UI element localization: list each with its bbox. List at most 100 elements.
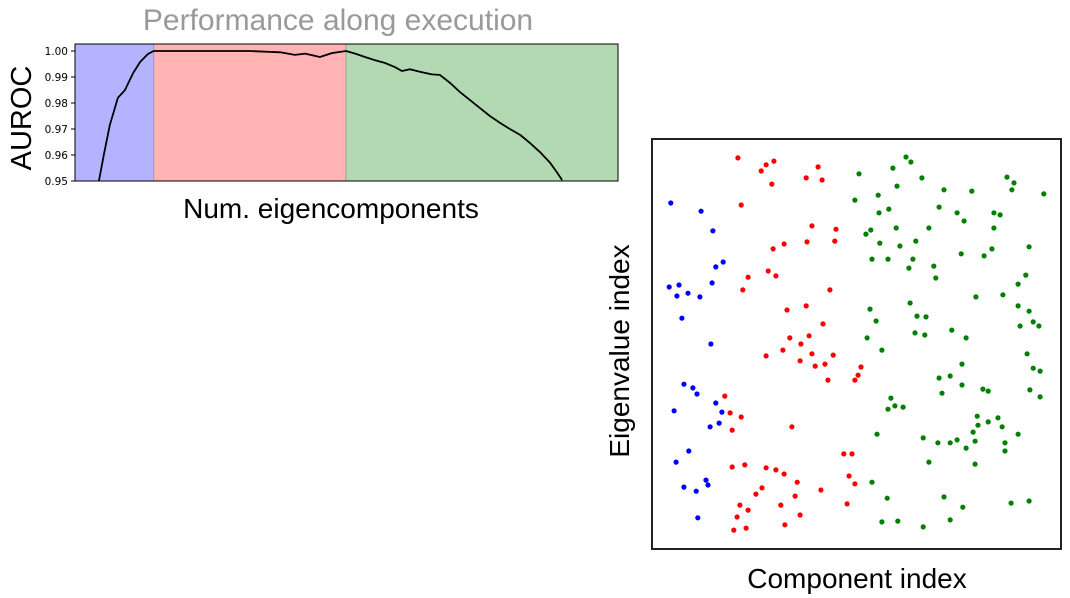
scatter-point-series-2 (781, 471, 787, 477)
scatter-point-series-1 (690, 385, 696, 391)
scatter-point-series-3 (954, 210, 960, 216)
scatter-point-series-3 (893, 225, 899, 231)
scatter-point-series-3 (963, 445, 969, 451)
scatter-point-series-3 (1009, 187, 1015, 193)
scatter-point-series-3 (879, 519, 885, 525)
scatter-point-series-3 (900, 404, 906, 410)
y-axis-label: Eigenvalue index (604, 244, 635, 457)
eigen-scatter-chart: Eigenvalue index Component index (604, 138, 1062, 594)
scatter-point-series-2 (809, 223, 815, 229)
x-axis-label: Num. eigencomponents (183, 193, 479, 224)
scatter-point-series-2 (763, 162, 769, 168)
scatter-point-series-3 (873, 318, 879, 324)
ytick-label: 0.96 (45, 150, 69, 162)
scatter-point-series-2 (763, 353, 769, 359)
scatter-point-series-2 (825, 377, 831, 383)
scatter-point-series-3 (980, 386, 986, 392)
scatter-point-series-1 (703, 477, 709, 483)
ytick-label: 0.98 (45, 98, 68, 110)
scatter-point-series-2 (804, 239, 810, 245)
scatter-point-series-2 (784, 307, 790, 313)
scatter-point-series-3 (959, 361, 965, 367)
scatter-point-series-3 (906, 265, 912, 271)
scatter-point-series-3 (1030, 319, 1036, 325)
scatter-point-series-2 (789, 424, 795, 430)
scatter-point-series-2 (729, 427, 735, 433)
scatter-point-series-2 (818, 487, 824, 493)
scatter-point-series-3 (856, 171, 862, 177)
scatter-point-series-1 (719, 409, 725, 415)
scatter-point-series-2 (763, 465, 769, 471)
scatter-point-series-2 (780, 347, 786, 353)
scatter-point-series-3 (912, 330, 918, 336)
scatter-point-series-3 (931, 263, 937, 269)
scatter-point-series-2 (852, 377, 858, 383)
scatter-point-series-3 (875, 192, 881, 198)
scatter-point-series-1 (707, 424, 713, 430)
scatter-point-series-3 (1023, 272, 1029, 278)
scatter-point-series-3 (922, 332, 928, 338)
shaded-region (345, 44, 618, 181)
scatter-point-series-3 (907, 300, 913, 306)
scatter-point-series-3 (949, 327, 955, 333)
scatter-point-series-2 (722, 393, 728, 399)
scatter-point-series-2 (803, 303, 809, 309)
y-axis-label: AUROC (6, 66, 38, 171)
scatter-point-series-2 (742, 462, 748, 468)
scatter-point-series-3 (975, 422, 981, 428)
scatter-point-series-2 (844, 501, 850, 507)
scatter-point-series-3 (1026, 308, 1032, 314)
scatter-point-series-1 (709, 280, 715, 286)
scatter-point-series-2 (858, 364, 864, 370)
scatter-point-series-2 (781, 241, 787, 247)
shaded-region (153, 44, 346, 181)
scatter-point-series-3 (999, 424, 1005, 430)
scatter-point-series-3 (897, 243, 903, 249)
scatter-point-series-3 (876, 210, 882, 216)
scatter-point-series-2 (758, 168, 764, 174)
scatter-point-series-2 (727, 410, 733, 416)
scatter-point-series-1 (671, 408, 677, 414)
scatter-point-series-3 (885, 256, 891, 262)
scatter-point-series-3 (1008, 500, 1014, 506)
scatter-point-series-2 (765, 268, 771, 274)
scatter-point-series-3 (972, 461, 978, 467)
plot-frame (74, 43, 619, 182)
scatter-point-series-2 (822, 361, 828, 367)
scatter-point-series-2 (832, 238, 838, 244)
scatter-point-series-2 (753, 491, 759, 497)
scatter-point-series-3 (913, 238, 919, 244)
scatter-point-series-3 (991, 210, 997, 216)
scatter-point-series-2 (852, 481, 858, 487)
scatter-point-series-3 (885, 406, 891, 412)
scatter-point-series-2 (745, 507, 751, 513)
scatter-point-series-3 (1004, 174, 1010, 180)
scatter-point-series-3 (920, 435, 926, 441)
scatter-point-series-2 (833, 226, 839, 232)
scatter-point-series-3 (985, 388, 991, 394)
scatter-point-series-3 (879, 347, 885, 353)
scatter-point-series-2 (830, 352, 836, 358)
scatter-point-series-2 (773, 273, 779, 279)
scatter-point-series-3 (1015, 431, 1021, 437)
scatter-point-series-3 (941, 187, 947, 193)
scatter-point-series-1 (695, 515, 701, 521)
shaded-regions (75, 44, 618, 181)
scatter-point-series-3 (1026, 498, 1032, 504)
scatter-point-series-3 (973, 294, 979, 300)
scatter-point-series-3 (910, 256, 916, 262)
scatter-point-series-1 (681, 381, 687, 387)
scatter-point-series-2 (809, 351, 815, 357)
scatter-point-series-3 (923, 314, 929, 320)
x-axis-label: Component index (747, 563, 966, 594)
scatter-point-series-3 (868, 227, 874, 233)
scatter-point-series-1 (713, 400, 719, 406)
scatter-point-series-2 (798, 341, 804, 347)
scatter-point-series-2 (819, 177, 825, 183)
scatter-point-series-1 (708, 341, 714, 347)
scatter-point-series-3 (884, 495, 890, 501)
scatter-point-series-2 (729, 464, 735, 470)
scatter-point-series-3 (989, 246, 995, 252)
scatter-point-series-1 (705, 482, 711, 488)
scatter-point-series-3 (974, 413, 980, 419)
